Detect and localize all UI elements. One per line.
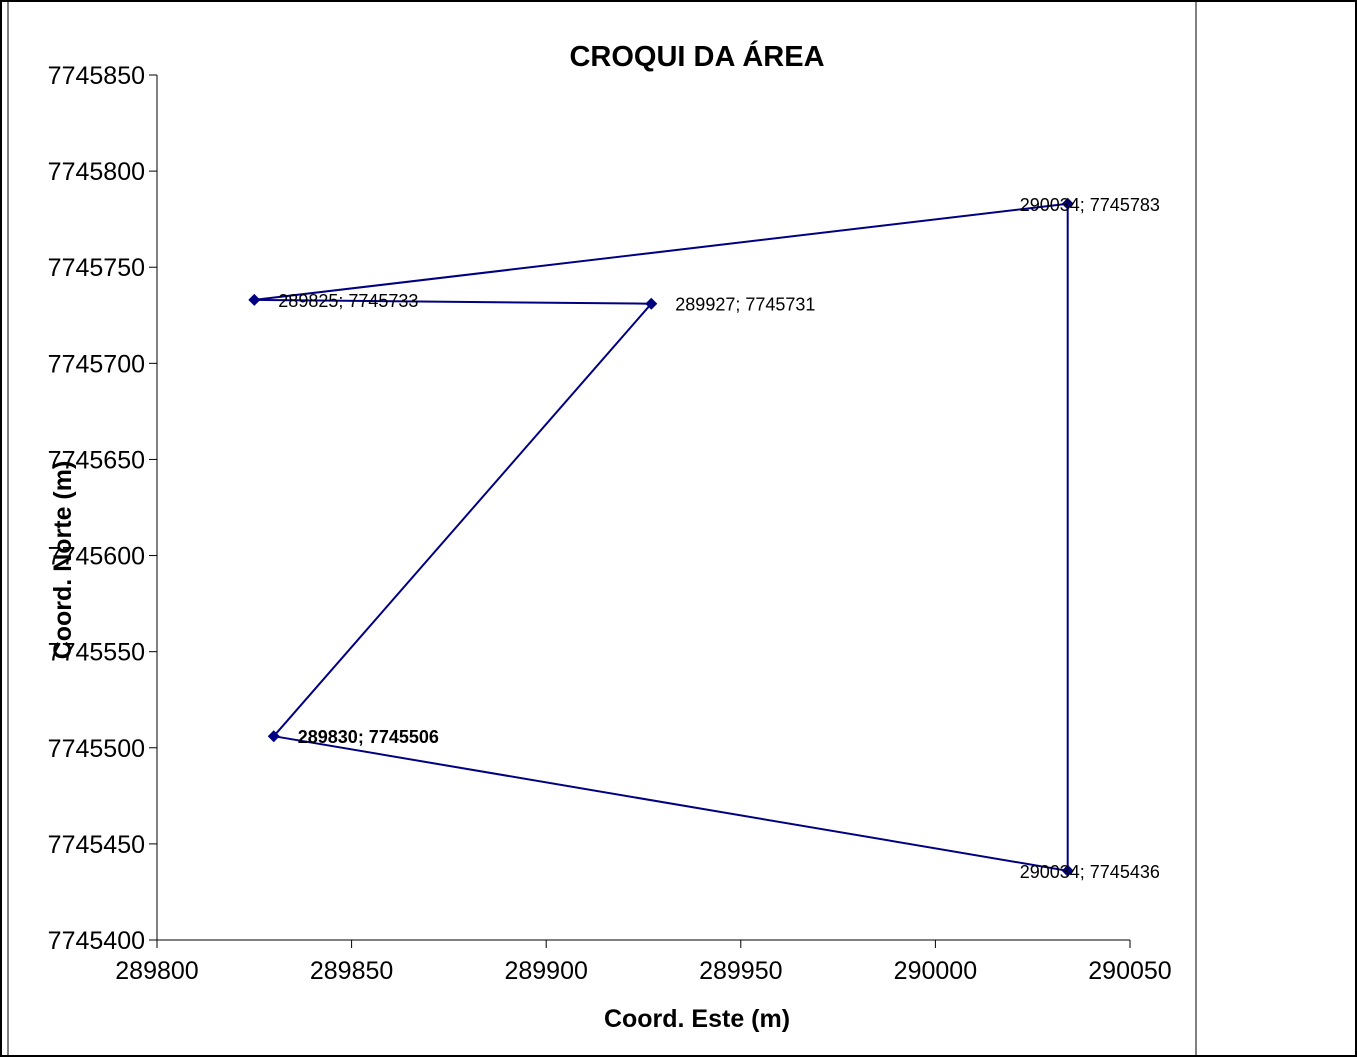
x-tick-label: 289850 [310,957,393,985]
y-axis-label: Coord. Norte (m) [49,461,77,660]
data-point-marker [1061,197,1074,210]
y-tick-label: 7745750 [48,254,145,282]
y-tick-label: 7745500 [48,735,145,763]
x-tick-label: 289900 [504,957,587,985]
data-point-label: 289830; 7745506 [298,727,439,747]
y-tick-label: 7745550 [48,639,145,667]
y-tick-label: 7745650 [48,446,145,474]
data-point-label: 289927; 7745731 [675,295,815,315]
data-point-marker [645,297,658,310]
x-tick-label: 289800 [115,957,198,985]
data-point-label: 290034; 7745436 [1020,862,1160,882]
chart-title: CROQUI DA ÁREA [569,39,824,73]
x-tick-label: 290000 [894,957,977,985]
y-tick-label: 7745400 [48,927,145,955]
data-point-label: 290034; 7745783 [1020,195,1160,215]
plot-series [248,197,1074,877]
y-tick-label: 7745800 [48,158,145,186]
series-line [254,202,1069,872]
data-point-label: 289825; 7745733 [278,291,418,311]
data-labels: 289830; 7745506 289927; 7745731 289825; 77… [278,195,1160,882]
x-axis-label: Coord. Este (m) [604,1005,790,1033]
x-tick-label: 290050 [1088,957,1171,985]
y-tick-label: 7745700 [48,350,145,378]
data-point-marker [267,730,280,743]
data-point-marker [248,293,261,306]
y-tick-label: 7745450 [48,831,145,859]
data-point-marker [1061,864,1074,877]
y-tick-label: 7745600 [48,543,145,571]
x-tick-label: 289950 [699,957,782,985]
y-tick-label: 7745850 [48,62,145,90]
axes: 7745400 7745450 7745500 7745550 7745600 77456… [48,62,1172,985]
